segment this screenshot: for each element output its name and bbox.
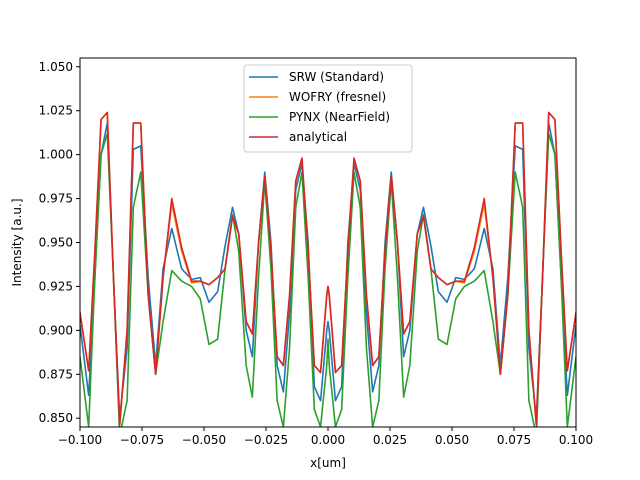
y-tick-label: 0.925 xyxy=(39,279,73,293)
series-layer xyxy=(80,111,576,427)
legend-label: SRW (Standard) xyxy=(289,70,384,84)
y-tick-label: 0.900 xyxy=(39,323,73,337)
series-line-srw-standard xyxy=(80,122,576,420)
x-tick-label: 0.000 xyxy=(311,433,345,447)
y-tick-label: 0.875 xyxy=(39,367,73,381)
x-tick-label: −0.100 xyxy=(58,433,102,447)
y-axis-label: Intensity [a.u.] xyxy=(10,199,24,287)
y-tick-label: 1.025 xyxy=(39,104,73,118)
legend-label: PYNX (NearField) xyxy=(289,110,390,124)
y-tick-label: 0.950 xyxy=(39,236,73,250)
x-tick-label: −0.025 xyxy=(244,433,288,447)
x-tick-label: −0.050 xyxy=(182,433,226,447)
x-tick-label: −0.075 xyxy=(120,433,164,447)
y-tick-label: 1.050 xyxy=(39,60,73,74)
x-axis: −0.100 −0.075 −0.050 −0.025 0.000 0.025 0.050 0… xyxy=(58,427,593,447)
legend-label: WOFRY (fresnel) xyxy=(289,90,386,104)
y-tick-label: 0.850 xyxy=(39,411,73,425)
series-line-pynx-nearfield xyxy=(80,132,576,427)
y-tick-label: 0.975 xyxy=(39,192,73,206)
x-tick-label: 0.100 xyxy=(559,433,593,447)
x-tick-label: 0.025 xyxy=(373,433,407,447)
x-axis-label: x[um] xyxy=(310,456,346,470)
y-tick-label: 1.000 xyxy=(39,148,73,162)
legend-box xyxy=(243,64,413,153)
series-line-analytical xyxy=(80,111,576,427)
x-tick-label: 0.075 xyxy=(497,433,531,447)
legend-label: analytical xyxy=(289,130,347,144)
legend: SRW (Standard) WOFRY (fresnel) PYNX (NearF… xyxy=(243,64,413,153)
y-axis: 0.850 0.875 0.900 0.925 0.950 0.975 1.000 1.025… xyxy=(39,60,80,425)
x-tick-label: 0.050 xyxy=(435,433,469,447)
